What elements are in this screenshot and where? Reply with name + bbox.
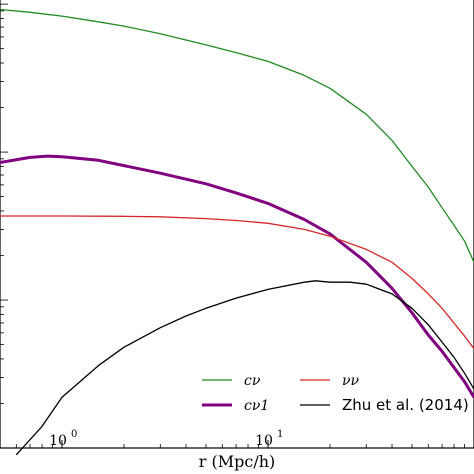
legend: cν νν cν1 Zhu et al. (2014) <box>202 373 469 414</box>
x-ticks: 10 0 10 1 <box>49 429 283 449</box>
series-line-2 <box>0 215 474 349</box>
series-layer <box>0 8 474 456</box>
legend-label-cv1: cν1 <box>244 398 269 414</box>
plot-frame <box>0 0 474 449</box>
legend-label-nunu: νν <box>342 373 360 389</box>
series-line-1 <box>0 154 474 399</box>
x-tick-exponent-1: 1 <box>277 429 283 440</box>
legend-label-zhu: Zhu et al. (2014) <box>342 396 469 414</box>
minor-ticks <box>0 3 465 449</box>
x-tick-label-0: 10 <box>49 433 67 449</box>
series-line-3 <box>15 280 474 456</box>
x-axis-label: r (Mpc/h) <box>199 452 276 471</box>
legend-label-cv: cν <box>244 373 261 389</box>
x-tick-label-1: 10 <box>255 433 273 449</box>
x-tick-exponent-0: 0 <box>71 429 77 440</box>
series-line-0 <box>0 8 474 263</box>
